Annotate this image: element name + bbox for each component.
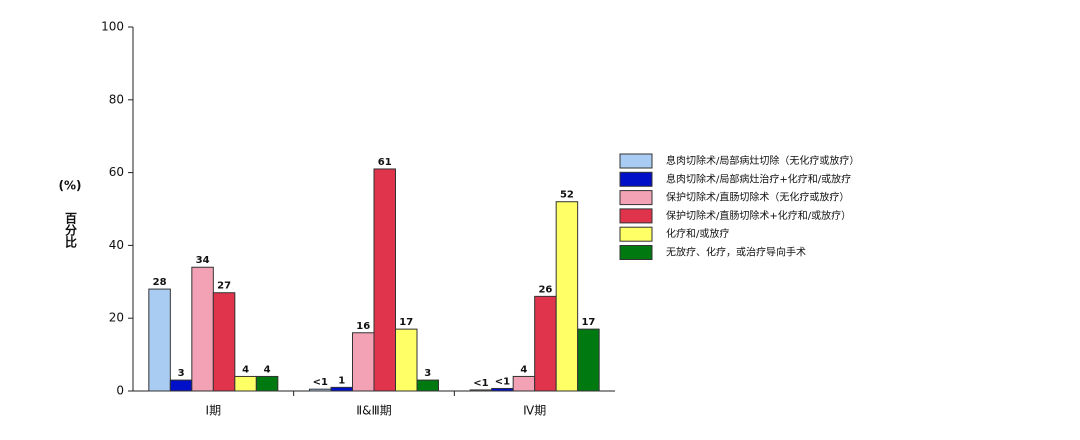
x-tick-label: Ⅳ期 bbox=[523, 404, 546, 418]
legend-swatch bbox=[619, 226, 653, 242]
legend-label: 保护切除术/直肠切除术+化疗和/或放疗） bbox=[666, 209, 851, 222]
value-label: 28 bbox=[153, 277, 167, 288]
bar bbox=[191, 266, 214, 392]
bar bbox=[416, 379, 439, 392]
value-label: 27 bbox=[217, 281, 231, 292]
legend-label: 保护切除术/直肠切除术（无化疗或放疗） bbox=[666, 191, 849, 204]
bar bbox=[512, 375, 536, 392]
value-label: 17 bbox=[581, 317, 595, 328]
y-tick-label: 100 bbox=[101, 20, 124, 34]
value-label: 61 bbox=[378, 157, 392, 168]
bar bbox=[234, 375, 257, 392]
value-label: 4 bbox=[520, 364, 527, 375]
bar bbox=[330, 386, 353, 392]
y-axis-unit: (%) bbox=[59, 179, 82, 193]
y-tick-label: 20 bbox=[109, 311, 124, 325]
value-label: 34 bbox=[196, 255, 210, 266]
value-label: 3 bbox=[178, 368, 185, 379]
legend-swatch bbox=[619, 171, 653, 187]
bar bbox=[255, 375, 279, 392]
legend-label: 息肉切除术/局部病灶治疗+化疗和/或放疗 bbox=[666, 172, 851, 185]
value-label: <1 bbox=[495, 376, 510, 387]
bar bbox=[169, 379, 193, 392]
y-tick-label: 60 bbox=[109, 165, 124, 179]
bar bbox=[395, 328, 418, 392]
x-tick-label: Ⅱ&Ⅲ期 bbox=[356, 404, 392, 418]
y-axis-label: 百分比 bbox=[64, 212, 78, 249]
value-label: <1 bbox=[473, 378, 488, 389]
y-tick-label: 80 bbox=[109, 92, 124, 106]
legend-swatch bbox=[619, 208, 653, 224]
legend-swatch bbox=[619, 245, 653, 260]
value-label: 26 bbox=[538, 284, 552, 295]
bar bbox=[555, 201, 579, 392]
legend-label: 无放疗、化疗，或治疗导向手术 bbox=[666, 246, 806, 259]
y-tick-label: 40 bbox=[109, 238, 124, 252]
legend-swatch bbox=[619, 153, 653, 169]
bar bbox=[212, 292, 236, 392]
value-label: <1 bbox=[313, 377, 328, 388]
value-label: 52 bbox=[560, 190, 574, 201]
bar bbox=[309, 388, 332, 392]
legend-swatch bbox=[619, 190, 653, 206]
y-tick-label: 0 bbox=[116, 384, 124, 398]
bar bbox=[534, 295, 557, 392]
value-label: 4 bbox=[242, 364, 249, 375]
bar bbox=[148, 288, 171, 392]
bar bbox=[577, 328, 600, 392]
bar bbox=[352, 332, 375, 392]
bar bbox=[469, 389, 493, 392]
value-label: 3 bbox=[424, 368, 431, 379]
legend-label: 化疗和/或放疗 bbox=[666, 227, 729, 240]
bar bbox=[491, 387, 514, 392]
x-tick-label: Ⅰ期 bbox=[206, 404, 222, 418]
legend-label: 息肉切除术/局部病灶切除（无化疗或放疗） bbox=[666, 154, 859, 167]
bar bbox=[373, 168, 396, 392]
value-label: 17 bbox=[399, 317, 413, 328]
value-label: 1 bbox=[338, 375, 345, 386]
value-label: 16 bbox=[356, 321, 370, 332]
value-label: 4 bbox=[264, 364, 271, 375]
